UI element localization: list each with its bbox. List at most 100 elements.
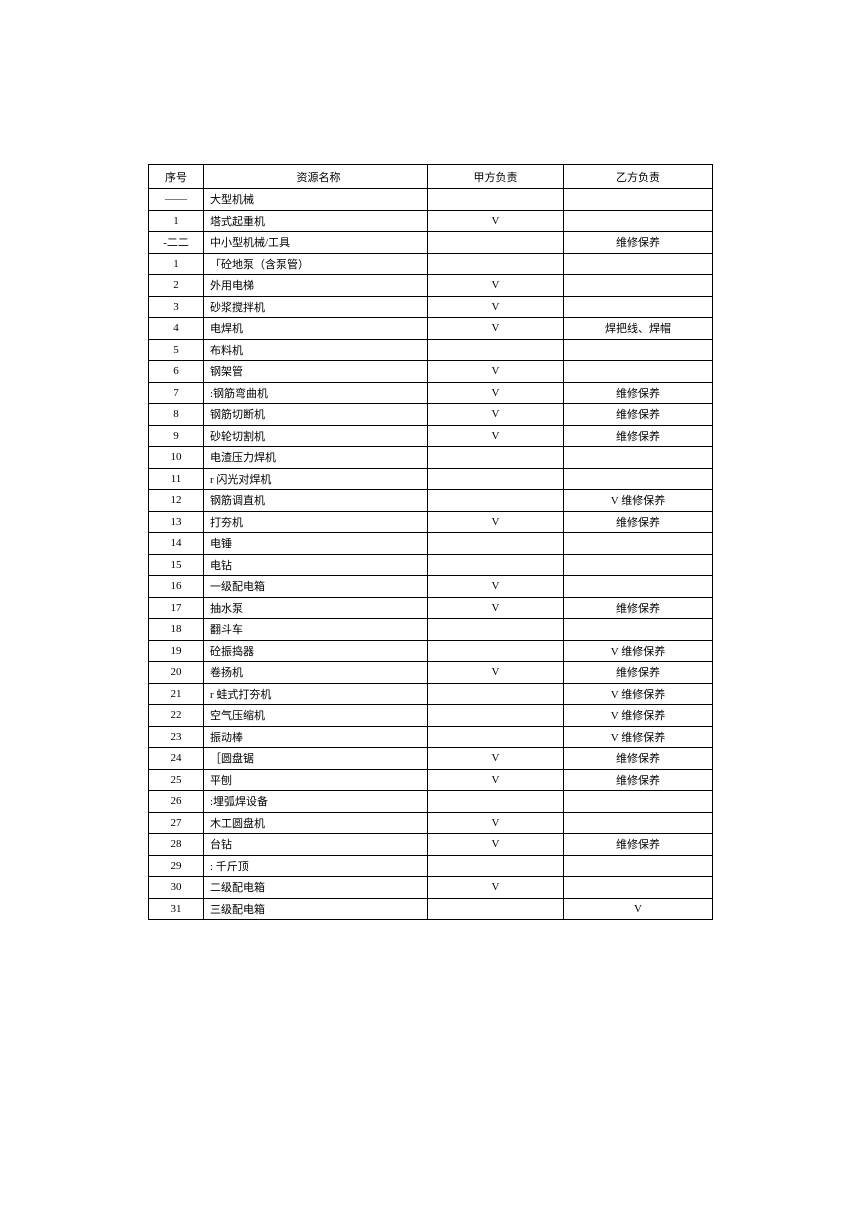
cell-party-a: V — [428, 812, 564, 834]
table-row: 6钢架管V — [149, 361, 713, 383]
cell-party-b — [564, 554, 713, 576]
cell-seq: —— — [149, 189, 204, 211]
cell-party-b: 维修保养 — [564, 232, 713, 254]
cell-name: 钢筋调直机 — [204, 490, 428, 512]
cell-seq: 24 — [149, 748, 204, 770]
table-row: 22空气压缩机V 维修保养 — [149, 705, 713, 727]
cell-party-b — [564, 855, 713, 877]
cell-party-b — [564, 447, 713, 469]
cell-seq: 30 — [149, 877, 204, 899]
table-row: 29: 千斤顶 — [149, 855, 713, 877]
cell-party-b: 维修保养 — [564, 769, 713, 791]
table-row: 14电锤 — [149, 533, 713, 555]
cell-party-b: 焊把线、焊帽 — [564, 318, 713, 340]
cell-name: 电锤 — [204, 533, 428, 555]
resource-table-container: 序号 资源名称 甲方负责 乙方负责 ——大型机械1塔式起重机V-二二中小型机械/… — [148, 164, 712, 1218]
cell-seq: 25 — [149, 769, 204, 791]
cell-party-a — [428, 705, 564, 727]
table-row: 1「砼地泵（含泵管） — [149, 253, 713, 275]
cell-party-a — [428, 619, 564, 641]
table-row: 1塔式起重机V — [149, 210, 713, 232]
cell-party-a: V — [428, 210, 564, 232]
cell-party-b: 维修保养 — [564, 834, 713, 856]
cell-name: 布料机 — [204, 339, 428, 361]
cell-party-b — [564, 468, 713, 490]
cell-party-b — [564, 576, 713, 598]
cell-party-b — [564, 533, 713, 555]
table-row: 15电钻 — [149, 554, 713, 576]
cell-name: 卷扬机 — [204, 662, 428, 684]
cell-seq: 6 — [149, 361, 204, 383]
cell-party-b: V 维修保养 — [564, 640, 713, 662]
cell-name: 电渣压力焊机 — [204, 447, 428, 469]
cell-party-a — [428, 554, 564, 576]
table-row: 31三级配电箱V — [149, 898, 713, 920]
table-row: 8钢筋切断机V维修保养 — [149, 404, 713, 426]
cell-seq: 27 — [149, 812, 204, 834]
cell-party-b: V 维修保养 — [564, 490, 713, 512]
table-body: ——大型机械1塔式起重机V-二二中小型机械/工具维修保养1「砼地泵（含泵管）2外… — [149, 189, 713, 920]
cell-party-b: V 维修保养 — [564, 683, 713, 705]
cell-party-a — [428, 189, 564, 211]
cell-party-b — [564, 877, 713, 899]
cell-seq: 14 — [149, 533, 204, 555]
cell-party-a: V — [428, 511, 564, 533]
cell-party-a: V — [428, 425, 564, 447]
cell-party-b — [564, 253, 713, 275]
table-row: 24［圆盘锯V维修保养 — [149, 748, 713, 770]
table-row: 3砂浆搅拌机V — [149, 296, 713, 318]
cell-name: 砂轮切割机 — [204, 425, 428, 447]
table-row: 16一级配电箱V — [149, 576, 713, 598]
cell-seq: 1 — [149, 253, 204, 275]
cell-seq: 21 — [149, 683, 204, 705]
table-row: ——大型机械 — [149, 189, 713, 211]
cell-party-b — [564, 619, 713, 641]
header-seq: 序号 — [149, 165, 204, 189]
cell-party-a — [428, 898, 564, 920]
cell-party-a: V — [428, 382, 564, 404]
cell-party-b: 维修保养 — [564, 597, 713, 619]
cell-party-b: 维修保养 — [564, 404, 713, 426]
cell-party-b: V 维修保养 — [564, 726, 713, 748]
cell-name: 二级配电箱 — [204, 877, 428, 899]
cell-party-a — [428, 490, 564, 512]
cell-party-a: V — [428, 834, 564, 856]
table-row: 25平刨V维修保养 — [149, 769, 713, 791]
cell-seq: 1 — [149, 210, 204, 232]
cell-name: :钢筋弯曲机 — [204, 382, 428, 404]
header-name: 资源名称 — [204, 165, 428, 189]
cell-party-a: V — [428, 662, 564, 684]
resource-responsibility-table: 序号 资源名称 甲方负责 乙方负责 ——大型机械1塔式起重机V-二二中小型机械/… — [148, 164, 713, 920]
cell-seq: -二二 — [149, 232, 204, 254]
cell-seq: 11 — [149, 468, 204, 490]
cell-party-b: 维修保养 — [564, 662, 713, 684]
cell-party-b: 维修保养 — [564, 425, 713, 447]
cell-seq: 10 — [149, 447, 204, 469]
cell-name: : 千斤顶 — [204, 855, 428, 877]
cell-name: 砂浆搅拌机 — [204, 296, 428, 318]
cell-party-b: 维修保养 — [564, 511, 713, 533]
cell-party-a: V — [428, 296, 564, 318]
cell-name: 空气压缩机 — [204, 705, 428, 727]
table-row: 30二级配电箱V — [149, 877, 713, 899]
table-row: 18翻斗车 — [149, 619, 713, 641]
cell-name: 翻斗车 — [204, 619, 428, 641]
table-row: 21r 蛙式打夯机V 维修保养 — [149, 683, 713, 705]
table-row: 12钢筋调直机V 维修保养 — [149, 490, 713, 512]
cell-name: 中小型机械/工具 — [204, 232, 428, 254]
cell-party-a — [428, 447, 564, 469]
cell-name: r 闪光对焊机 — [204, 468, 428, 490]
cell-party-a: V — [428, 275, 564, 297]
cell-party-a: V — [428, 877, 564, 899]
table-row: -二二中小型机械/工具 维修保养 — [149, 232, 713, 254]
cell-seq: 19 — [149, 640, 204, 662]
cell-name: 钢架管 — [204, 361, 428, 383]
table-row: 10电渣压力焊机 — [149, 447, 713, 469]
cell-party-a — [428, 640, 564, 662]
cell-party-b — [564, 339, 713, 361]
cell-name: 电焊机 — [204, 318, 428, 340]
table-row: 11r 闪光对焊机 — [149, 468, 713, 490]
table-row: 13打夯机V维修保养 — [149, 511, 713, 533]
cell-name: 抽水泵 — [204, 597, 428, 619]
cell-seq: 7 — [149, 382, 204, 404]
